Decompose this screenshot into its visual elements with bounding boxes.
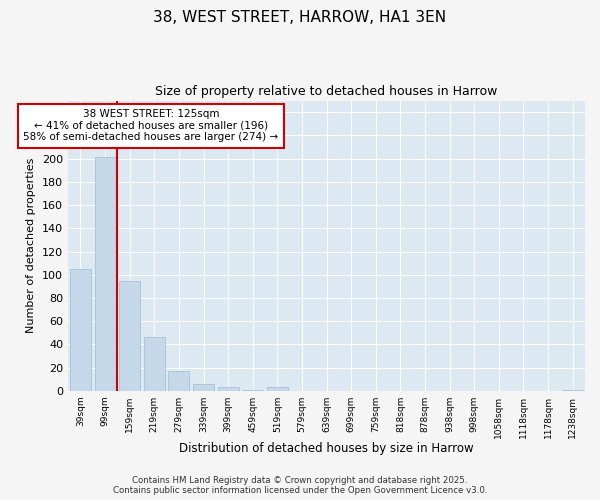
- X-axis label: Distribution of detached houses by size in Harrow: Distribution of detached houses by size …: [179, 442, 474, 455]
- Bar: [144, 338, 165, 391]
- Title: Size of property relative to detached houses in Harrow: Size of property relative to detached ho…: [155, 85, 498, 98]
- Bar: [193, 384, 214, 391]
- Bar: [70, 269, 91, 391]
- Bar: [267, 388, 288, 391]
- Bar: [169, 371, 190, 391]
- Bar: [562, 390, 583, 391]
- Text: 38 WEST STREET: 125sqm
← 41% of detached houses are smaller (196)
58% of semi-de: 38 WEST STREET: 125sqm ← 41% of detached…: [23, 110, 278, 142]
- Bar: [95, 158, 116, 391]
- Y-axis label: Number of detached properties: Number of detached properties: [26, 158, 37, 334]
- Bar: [119, 280, 140, 391]
- Text: 38, WEST STREET, HARROW, HA1 3EN: 38, WEST STREET, HARROW, HA1 3EN: [154, 10, 446, 25]
- Bar: [242, 390, 263, 391]
- Text: Contains HM Land Registry data © Crown copyright and database right 2025.
Contai: Contains HM Land Registry data © Crown c…: [113, 476, 487, 495]
- Bar: [218, 388, 239, 391]
